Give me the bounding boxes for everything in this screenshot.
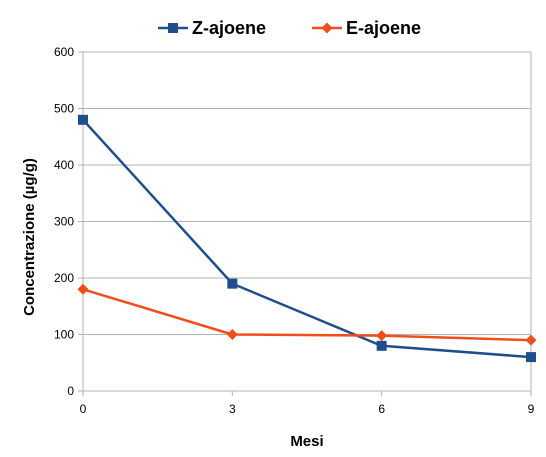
- data-point-e-ajoene: [77, 283, 89, 295]
- series-line-e-ajoene: [82, 288, 532, 342]
- legend-marker-z-ajoene: [168, 23, 178, 33]
- y-tick-label: 0: [67, 384, 74, 398]
- data-point-z-ajoene: [376, 340, 387, 351]
- data-point-e-ajoene: [226, 329, 238, 340]
- series-layer: [77, 114, 537, 363]
- grid: [83, 51, 531, 392]
- data-point-e-ajoene: [376, 330, 388, 342]
- legend-label-z-ajoene: Z-ajoene: [192, 18, 266, 38]
- x-tick-label: 6: [378, 402, 385, 416]
- y-tick-label: 500: [54, 102, 74, 116]
- y-axis-title: Concentrazione (µg/g): [21, 158, 38, 316]
- data-point-z-ajoene: [526, 352, 536, 363]
- y-tick-label: 200: [54, 271, 74, 285]
- x-tick-label: 0: [80, 402, 87, 416]
- y-tick-label: 600: [54, 45, 74, 59]
- legend-label-e-ajoene: E-ajoene: [346, 18, 421, 38]
- y-tick-label: 100: [54, 328, 74, 342]
- data-point-z-ajoene: [227, 278, 238, 289]
- axes: 0 100 200 300 400 500 600 0 3 6 9: [54, 45, 535, 416]
- data-point-z-ajoene: [78, 114, 88, 125]
- legend-marker-e-ajoene: [321, 22, 333, 34]
- x-tick-label: 9: [528, 402, 535, 416]
- legend: Z-ajoene E-ajoene: [158, 18, 421, 38]
- x-axis-title: Mesi: [290, 433, 323, 450]
- series-line-z-ajoene: [82, 118, 532, 359]
- y-tick-label: 400: [54, 158, 74, 172]
- data-point-e-ajoene: [525, 334, 537, 346]
- x-tick-label: 3: [229, 402, 236, 416]
- y-tick-label: 300: [54, 215, 74, 229]
